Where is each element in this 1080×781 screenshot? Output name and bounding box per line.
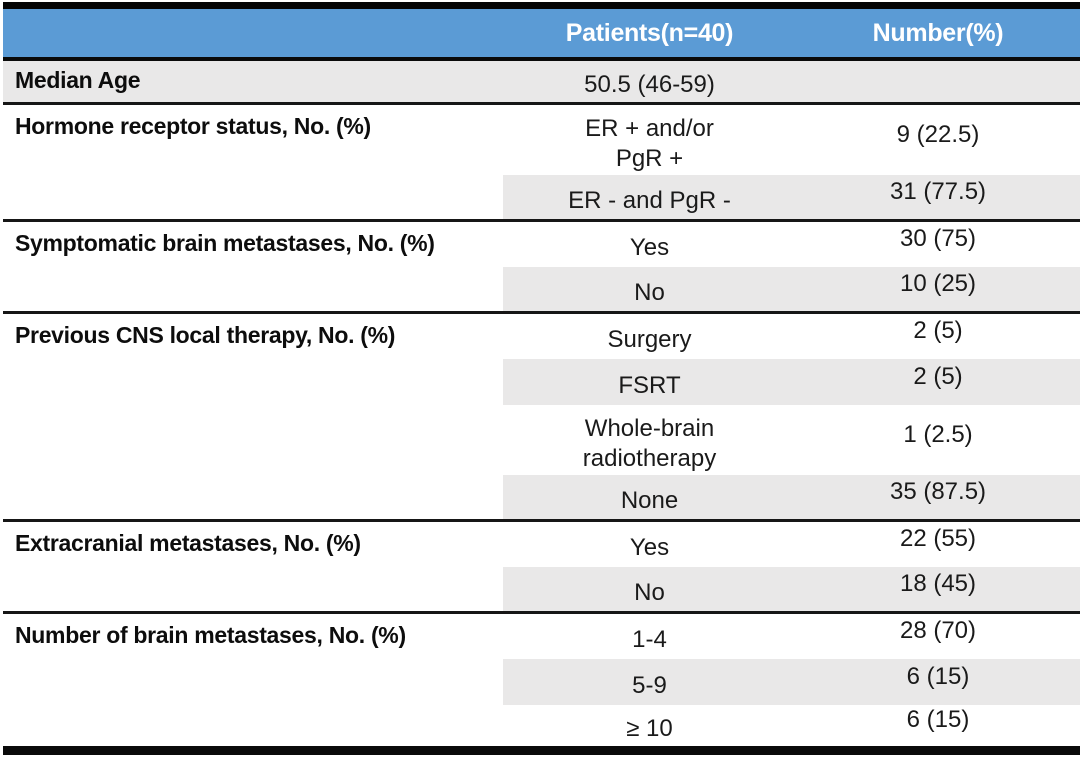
patients-cell: Whole-brain radiotherapy xyxy=(582,414,717,472)
patients-cell: No xyxy=(503,266,796,313)
row-label: Previous CNS local therapy, No. (%) xyxy=(15,322,396,348)
row-label: Number of brain metastases, No. (%) xyxy=(15,622,406,648)
patients-cell: ER + and/or PgR + xyxy=(585,114,714,172)
patients-cell: ≥ 10 xyxy=(626,715,673,743)
patients-cell: ER - and PgR - xyxy=(503,174,796,221)
patients-cell: 5-9 xyxy=(503,658,796,705)
row-symptomatic-yes: Symptomatic brain metastases, No. (%) Ye… xyxy=(3,221,1080,267)
patients-cell: Yes xyxy=(629,534,670,562)
number-cell: 28 (70) xyxy=(899,617,977,645)
row-surgery: Previous CNS local therapy, No. (%) Surg… xyxy=(3,313,1080,359)
patients-cell: Surgery xyxy=(607,326,692,354)
section-hormone-receptor-status: Hormone receptor status, No. (%) ER + an… xyxy=(3,103,1080,221)
section-symptomatic-brain-metastases: Symptomatic brain metastases, No. (%) Ye… xyxy=(3,220,1080,313)
number-cell: 9 (22.5) xyxy=(896,120,980,148)
header-row: Patients(n=40) Number(%) xyxy=(3,5,1080,61)
number-cell: 1 (2.5) xyxy=(903,420,973,448)
number-cell: 31 (77.5) xyxy=(796,174,1080,221)
patients-cell: Yes xyxy=(629,234,670,262)
row-bm-1-4: Number of brain metastases, No. (%) 1-4 … xyxy=(3,613,1080,659)
patient-characteristics-table: Patients(n=40) Number(%) Median Age 50.5… xyxy=(3,2,1080,755)
patients-cell: 50.5 (46-59) xyxy=(503,59,796,103)
row-none: None 35 (87.5) xyxy=(3,474,1080,521)
number-cell: 35 (87.5) xyxy=(796,474,1080,521)
row-bm-5-9: 5-9 6 (15) xyxy=(3,658,1080,705)
section-previous-cns-local-therapy: Previous CNS local therapy, No. (%) Surg… xyxy=(3,312,1080,521)
row-extracranial-no: No 18 (45) xyxy=(3,566,1080,613)
patients-cell: FSRT xyxy=(503,358,796,405)
header-empty-cell xyxy=(3,5,503,61)
section-median-age: Median Age 50.5 (46-59) xyxy=(3,59,1080,103)
number-cell xyxy=(796,59,1080,103)
patients-cell: 1-4 xyxy=(632,626,667,654)
row-fsrt: FSRT 2 (5) xyxy=(3,358,1080,405)
row-er-neg: ER - and PgR - 31 (77.5) xyxy=(3,174,1080,221)
row-median-age: Median Age 50.5 (46-59) xyxy=(3,59,1080,103)
row-symptomatic-no: No 10 (25) xyxy=(3,266,1080,313)
number-cell: 2 (5) xyxy=(796,358,1080,405)
number-cell: 30 (75) xyxy=(899,225,977,253)
row-label: Hormone receptor status, No. (%) xyxy=(15,112,371,139)
number-cell: 6 (15) xyxy=(906,706,970,734)
section-number-of-brain-metastases: Number of brain metastases, No. (%) 1-4 … xyxy=(3,612,1080,751)
row-er-pos: Hormone receptor status, No. (%) ER + an… xyxy=(3,103,1080,175)
header-number: Number(%) xyxy=(796,5,1080,61)
number-cell: 18 (45) xyxy=(796,566,1080,613)
row-wbrt: Whole-brain radiotherapy 1 (2.5) xyxy=(3,405,1080,475)
section-extracranial-metastases: Extracranial metastases, No. (%) Yes 22 … xyxy=(3,520,1080,613)
row-label: Extracranial metastases, No. (%) xyxy=(15,530,361,556)
patients-cell: No xyxy=(503,566,796,613)
number-cell: 22 (55) xyxy=(899,525,977,553)
row-label: Median Age xyxy=(3,59,503,103)
number-cell: 2 (5) xyxy=(913,317,963,345)
table-header: Patients(n=40) Number(%) xyxy=(3,5,1080,61)
row-bm-ge-10: ≥ 10 6 (15) xyxy=(3,705,1080,751)
number-cell: 10 (25) xyxy=(796,266,1080,313)
row-label: Symptomatic brain metastases, No. (%) xyxy=(15,230,435,256)
patients-cell: None xyxy=(503,474,796,521)
row-extracranial-yes: Extracranial metastases, No. (%) Yes 22 … xyxy=(3,521,1080,567)
header-patients: Patients(n=40) xyxy=(503,5,796,61)
number-cell: 6 (15) xyxy=(796,658,1080,705)
